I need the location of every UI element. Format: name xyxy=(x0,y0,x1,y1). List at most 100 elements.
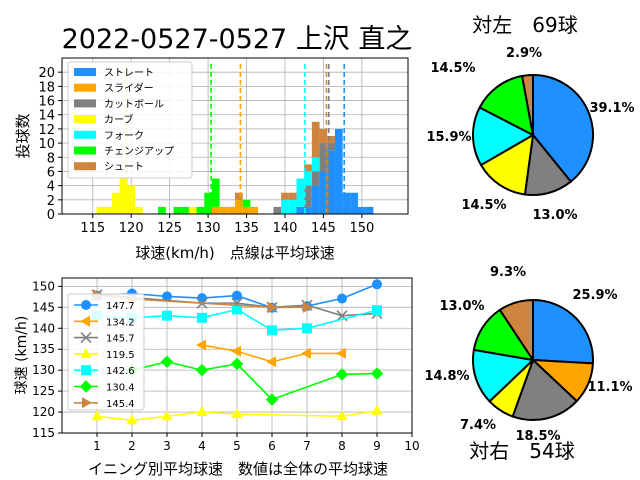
x-tick-label: 9 xyxy=(373,439,381,453)
histogram-bar xyxy=(127,185,136,214)
histogram-bar xyxy=(334,128,343,214)
pie-vs-right: 25.9% 11.1% 18.5% 7.4% 14.8% 13.0% 9.3% xyxy=(424,265,632,444)
x-tick-label: 135 xyxy=(234,221,259,236)
data-point xyxy=(80,347,92,358)
histogram-bar xyxy=(211,178,220,207)
data-point xyxy=(301,347,311,359)
pie-slice xyxy=(520,73,534,136)
histogram-bar xyxy=(235,199,243,214)
legend-box xyxy=(67,61,193,179)
legend-label: 145.4 xyxy=(106,399,135,410)
page-title: 2022-0527-0527 上沢 直之 xyxy=(62,24,413,55)
series-line xyxy=(131,360,378,401)
legend-label: 145.7 xyxy=(106,334,135,345)
data-point xyxy=(197,293,207,304)
pie-vs-left: 39.1% 13.0% 14.5% 15.9% 14.5% 2.9% xyxy=(426,46,634,223)
y-tick-label: 6 xyxy=(47,165,55,180)
histogram-bar xyxy=(365,206,374,214)
histogram-bar xyxy=(281,199,289,214)
legend-label: カットボール xyxy=(104,98,164,110)
data-point xyxy=(80,332,92,344)
inning-speed-chart: 1 2 3 4 5 6 7 8 9 10 115 120 125 130 135 140 145 150 イニング別… xyxy=(14,277,420,478)
data-point xyxy=(82,397,92,409)
x-tick-label: 3 xyxy=(163,439,171,453)
pie-slice xyxy=(532,73,594,183)
legend-label: カーブ xyxy=(104,113,133,126)
histogram-bar xyxy=(242,199,251,207)
data-point xyxy=(337,293,347,304)
data-point xyxy=(231,408,243,419)
data-point xyxy=(371,404,383,415)
pie-slice xyxy=(478,74,535,137)
data-point xyxy=(336,347,346,359)
y-tick-label: 115 xyxy=(32,426,55,440)
y-tick-label: 150 xyxy=(32,279,55,293)
pie-slice xyxy=(472,348,536,403)
histogram-bar xyxy=(288,199,297,214)
histogram-bar xyxy=(319,143,328,172)
x-tick-label: 150 xyxy=(349,221,374,236)
y-tick-label: 0 xyxy=(47,208,55,223)
data-point xyxy=(80,315,90,327)
histogram-bar xyxy=(181,206,189,214)
legend-swatch xyxy=(74,130,96,139)
axes-frame xyxy=(61,57,409,215)
histogram-bar xyxy=(242,206,251,214)
y-tick-label: 14 xyxy=(38,109,55,124)
histogram-bar xyxy=(342,192,351,214)
x-tick-label: 145 xyxy=(311,221,336,236)
histogram-bar xyxy=(158,206,166,214)
data-point xyxy=(196,406,208,417)
legend-label: ストレート xyxy=(104,68,154,79)
histogram-bar xyxy=(235,192,243,200)
histogram-bar xyxy=(104,206,112,214)
data-point xyxy=(302,323,312,334)
y-tick-label: 8 xyxy=(47,151,55,166)
x-tick-label: 6 xyxy=(268,439,276,453)
data-point xyxy=(81,300,91,310)
data-point xyxy=(372,305,382,316)
data-point xyxy=(265,393,279,406)
data-point xyxy=(196,339,206,351)
legend-label: 119.5 xyxy=(106,350,135,361)
pie-label: 14.5% xyxy=(430,61,475,76)
histogram-bar xyxy=(304,171,312,186)
data-point xyxy=(195,363,209,377)
y-tick-label: 145 xyxy=(32,300,55,314)
data-point xyxy=(370,367,384,380)
histogram-bar xyxy=(296,206,305,214)
histogram-bar xyxy=(219,206,228,214)
legend-label: 134.2 xyxy=(106,317,135,328)
histogram-bar xyxy=(327,150,335,214)
data-point xyxy=(268,301,278,313)
data-point xyxy=(372,279,382,290)
histogram-bar xyxy=(227,206,235,214)
data-point xyxy=(91,410,103,421)
x-tick-label: 125 xyxy=(157,221,182,236)
histogram-bar xyxy=(296,178,305,207)
histogram-bar xyxy=(135,206,143,214)
legend-label: 142.6 xyxy=(106,366,135,377)
legend-label: フォーク xyxy=(104,130,144,142)
histogram-bar xyxy=(288,192,297,200)
x-tick-label: 115 xyxy=(80,221,105,236)
pie-label: 13.0% xyxy=(532,208,577,223)
pie-label: 2.9% xyxy=(506,46,542,61)
histogram-bar xyxy=(350,192,359,214)
y-tick-label: 4 xyxy=(47,180,55,195)
histogram-bar xyxy=(327,143,335,151)
x-tick-label: 1 xyxy=(93,439,101,453)
pie-label: 13.0% xyxy=(439,299,484,314)
histogram-bar xyxy=(304,185,312,207)
pie-slice xyxy=(498,298,534,364)
histogram-bar xyxy=(304,164,312,172)
histogram-bar xyxy=(311,157,320,172)
histogram-bar xyxy=(173,206,182,214)
y-tick-label: 125 xyxy=(32,384,55,398)
data-point xyxy=(126,414,138,425)
x-tick-label: 140 xyxy=(273,221,298,236)
y-tick-label: 130 xyxy=(32,363,55,377)
y-axis-label: 球速 (km/h) xyxy=(14,316,30,395)
pie-label: 25.9% xyxy=(572,288,617,303)
